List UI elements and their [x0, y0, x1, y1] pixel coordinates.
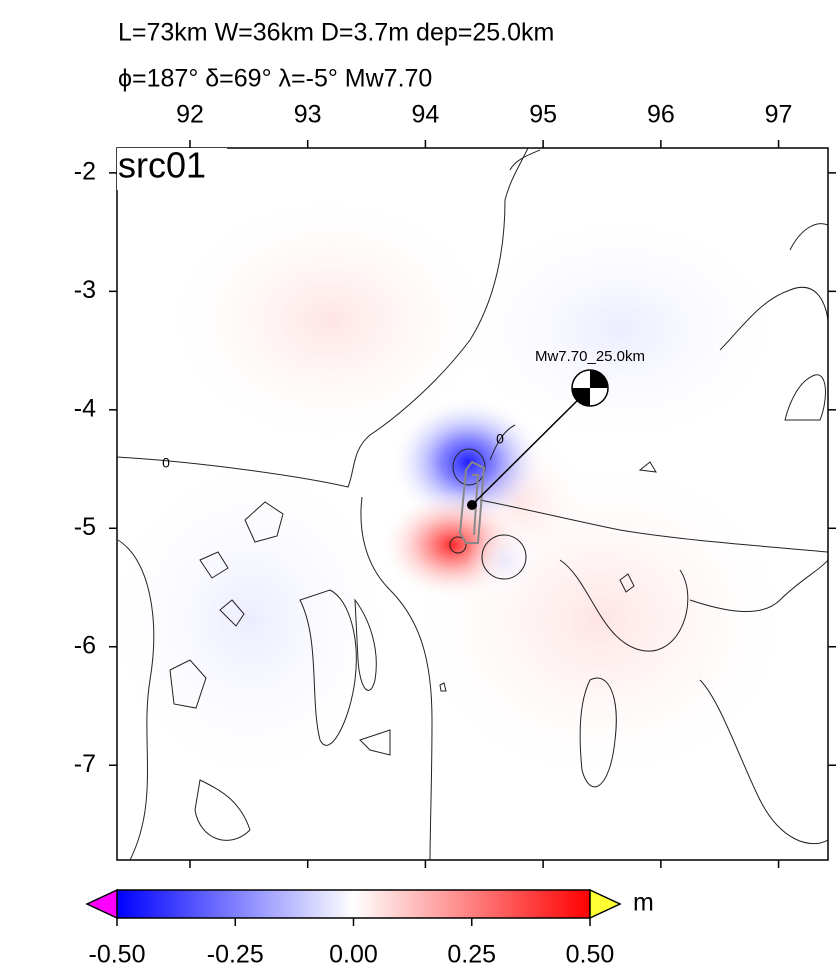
y-tick-label: -5 [74, 513, 96, 541]
x-tick-label: 96 [647, 101, 675, 129]
map-frame [116, 147, 829, 861]
contour-label: 0 [496, 431, 504, 447]
y-tick-label: -3 [74, 276, 96, 304]
label-box [117, 148, 227, 190]
colorbar-tick-label: 0.50 [566, 941, 615, 969]
panel-label: src01 [118, 145, 206, 186]
x-tick-label: 97 [765, 101, 793, 129]
colorbar-tick-label: -0.50 [89, 941, 146, 969]
y-tick-label: -7 [74, 750, 96, 778]
epicenter [467, 500, 477, 510]
colorbar-unit: m [633, 889, 654, 917]
colorbar-low-arrow [85, 888, 118, 920]
deformation-field [117, 148, 828, 860]
colorbar [116, 889, 591, 919]
title-line-2: ϕ=187° δ=69° λ=-5° Mw7.70 [118, 65, 432, 93]
title-line-1: L=73km W=36km D=3.7m dep=25.0km [118, 19, 554, 47]
x-tick-label: 92 [176, 101, 204, 129]
x-tick-label: 94 [412, 101, 440, 129]
y-tick-label: -4 [74, 394, 96, 422]
y-tick-label: -6 [74, 631, 96, 659]
colorbar-tick-label: -0.25 [207, 941, 264, 969]
fault-outline [458, 460, 486, 544]
colorbar-tick-label: 0.00 [329, 941, 378, 969]
contour-label: 0 [162, 455, 170, 471]
colorbar-tick-label: 0.25 [447, 941, 496, 969]
x-tick-label: 95 [529, 101, 557, 129]
beachball [571, 369, 609, 407]
mechanism-label: Mw7.70_25.0km [535, 348, 645, 365]
colorbar-high-arrow [589, 888, 622, 920]
mechanism-leader [471, 387, 591, 506]
x-tick-label: 93 [294, 101, 322, 129]
y-tick-label: -2 [74, 157, 96, 185]
